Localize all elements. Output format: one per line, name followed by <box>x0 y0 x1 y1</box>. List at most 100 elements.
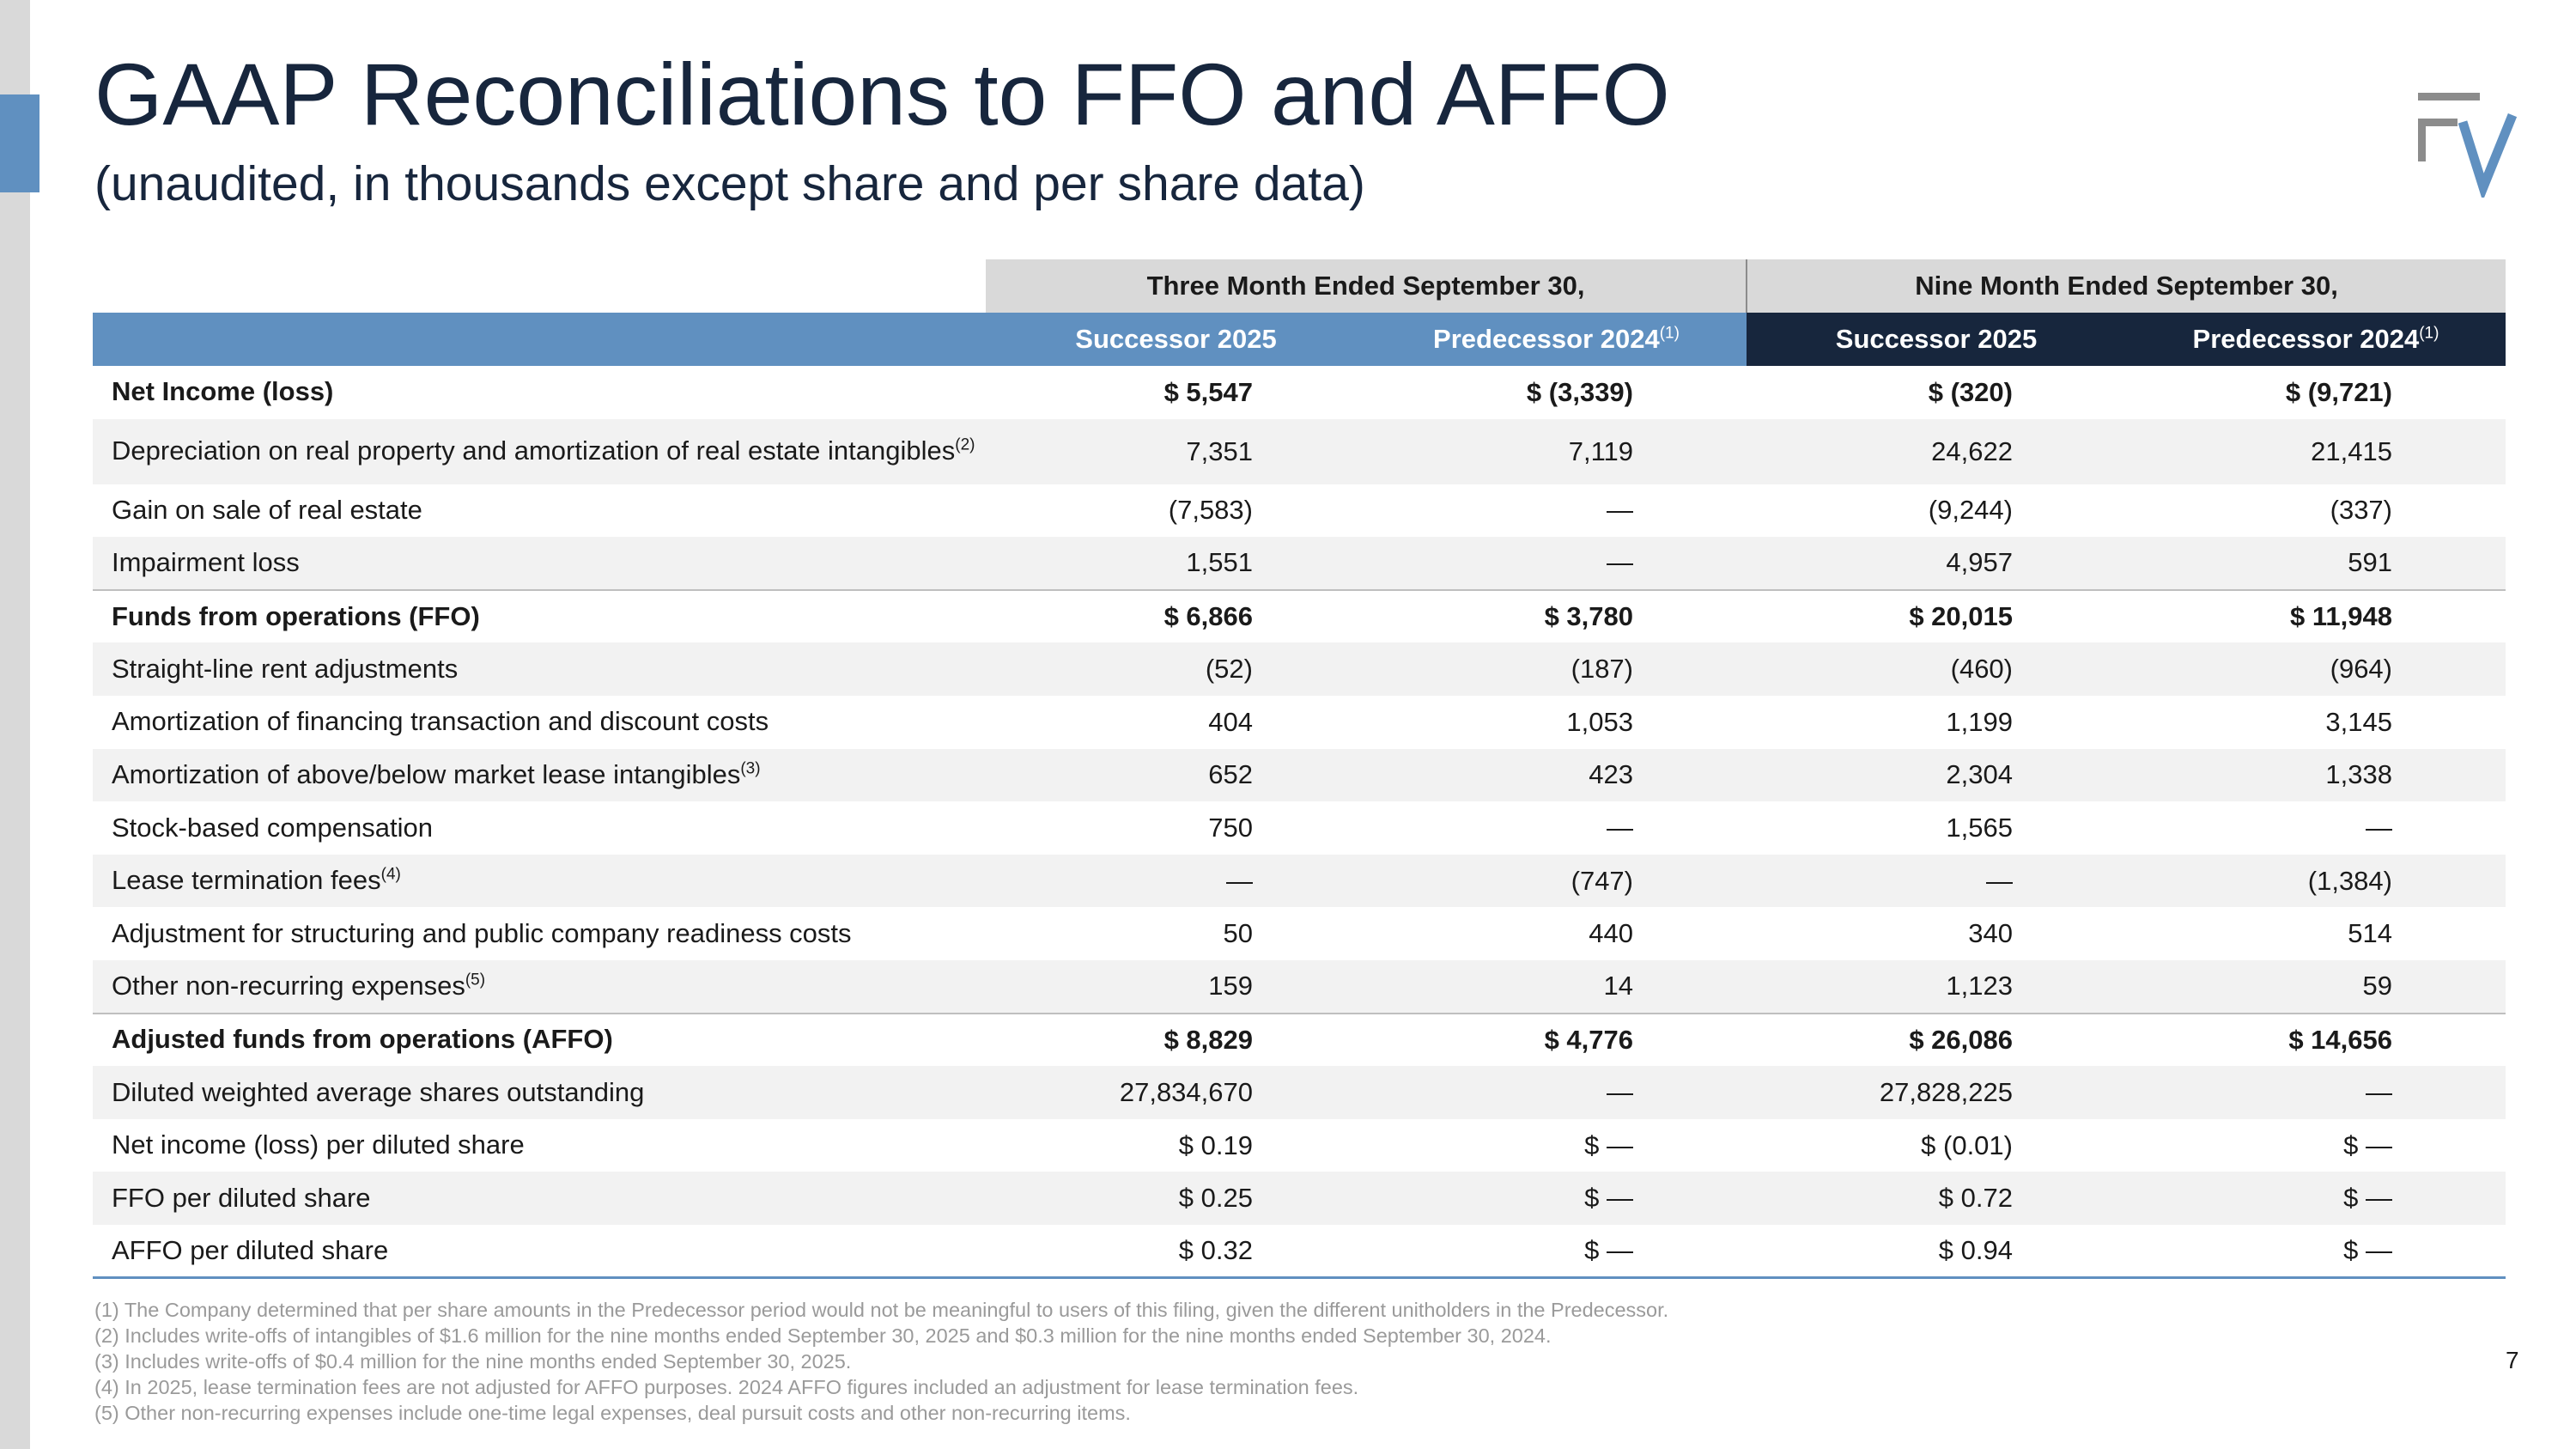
value-cell: $ 14,656 <box>2126 1012 2506 1067</box>
row-label: Depreciation on real property and amorti… <box>93 418 986 484</box>
table-row: Net Income (loss) $ 5,547 $ (3,339) $ (320)… <box>93 366 2506 419</box>
value-cell: 21,415 <box>2126 418 2506 484</box>
row-label: Adjustment for structuring and public co… <box>112 917 852 948</box>
value-cell: (460) <box>1747 642 2126 696</box>
footnote: (5) Other non-recurring expenses include… <box>94 1402 1131 1424</box>
value-cell: — <box>1366 537 1747 590</box>
table-row: Impairment loss 1,551—4,957 591 <box>93 537 2506 590</box>
value-cell: $ 0.72 <box>1747 1172 2126 1225</box>
title-accent-bar <box>0 94 39 192</box>
value-cell: 591 <box>2126 537 2506 590</box>
row-label: Stock-based compensation <box>112 812 433 843</box>
value-cell: $ 6,866 <box>986 588 1366 643</box>
value-cell: $ (0.01) <box>1921 1129 2013 1160</box>
row-label: Amortization of financing transaction an… <box>112 706 769 737</box>
footnote: (2) Includes write-offs of intangibles o… <box>94 1324 1552 1347</box>
value-cell: — <box>1747 854 2126 908</box>
value-cell: $ — <box>1366 1172 1747 1225</box>
table-row: Adjustment for structuring and public co… <box>93 907 2506 960</box>
label-column-header <box>93 313 986 366</box>
value-cell: $ 5,547 <box>1163 376 1253 407</box>
row-label: Diluted weighted average shares outstand… <box>93 1066 986 1119</box>
nine-month-group-header: Nine Month Ended September 30, <box>1747 259 2506 313</box>
value-cell: 14 <box>1366 959 1747 1014</box>
table-row: AFFO per diluted share $ 0.32 $ — $ 0.94 $ — <box>93 1224 2506 1279</box>
value-cell: 2,304 <box>1747 748 2126 802</box>
value-cell: — <box>2126 1066 2506 1119</box>
table-row: Stock-based compensation 750 — 1,565 — <box>93 801 2506 855</box>
table-row: Net income (loss) per diluted share $ 0.1… <box>93 1119 2506 1172</box>
column-header: Predecessor 2024(1) <box>2126 313 2506 366</box>
value-cell: — <box>1366 1066 1747 1119</box>
value-cell: 440 <box>1589 918 1633 949</box>
value-cell: 1,123 <box>1747 959 2126 1014</box>
footnote: (1) The Company determined that per shar… <box>94 1299 1669 1321</box>
row-label: Straight-line rent adjustments <box>93 642 986 696</box>
value-cell: 4,957 <box>1747 537 2126 590</box>
table-row: Gain on sale of real estate (7,583) — (9,24… <box>93 484 2506 538</box>
value-cell: $ (9,721) <box>2285 376 2392 407</box>
value-cell: 7,351 <box>986 418 1366 484</box>
table-row: Funds from operations (FFO) $ 6,866 $ 3,78… <box>93 588 2506 643</box>
row-label: Adjusted funds from operations (AFFO) <box>93 1012 986 1067</box>
value-cell: 514 <box>2348 918 2392 949</box>
value-cell: 652 <box>986 748 1366 802</box>
value-cell: 59 <box>2126 959 2506 1014</box>
value-cell: $ 4,776 <box>1366 1012 1747 1067</box>
value-cell: 1,551 <box>986 537 1366 590</box>
value-cell: $ — <box>2343 1129 2392 1160</box>
value-cell: 24,622 <box>1747 418 2126 484</box>
table-row: Amortization of above/below market lease… <box>93 748 2506 802</box>
value-cell: $ 0.32 <box>986 1224 1366 1279</box>
three-month-group-header: Three Month Ended September 30, <box>986 259 1747 313</box>
column-header: Predecessor 2024(1) <box>1366 313 1747 366</box>
value-cell: 50 <box>1223 918 1253 949</box>
value-cell: $ (320) <box>1928 376 2013 407</box>
page-title: GAAP Reconciliations to FFO and AFFO <box>94 46 1670 143</box>
footnotes: (1) The Company determined that per shar… <box>94 1297 1668 1426</box>
value-cell: 1,338 <box>2126 748 2506 802</box>
left-edge-bar <box>0 0 30 1449</box>
footnote: (3) Includes write-offs of $0.4 million … <box>94 1350 852 1373</box>
value-cell: 404 <box>1208 706 1253 737</box>
column-header: Successor 2025 <box>1747 313 2126 366</box>
row-label: Lease termination fees(4) <box>93 854 986 908</box>
table-row: Depreciation on real property and amorti… <box>93 418 2506 484</box>
value-cell: $ (3,339) <box>1526 376 1633 407</box>
row-label: Net income (loss) per diluted share <box>112 1129 525 1160</box>
table-row: Diluted weighted average shares outstand… <box>93 1066 2506 1119</box>
value-cell: (187) <box>1366 642 1747 696</box>
row-label: Funds from operations (FFO) <box>93 588 986 643</box>
value-cell: 3,145 <box>2325 706 2392 737</box>
table-row: Lease termination fees(4) — (747) — (1,384) <box>93 854 2506 908</box>
value-cell: 340 <box>1968 918 2013 949</box>
value-cell: $ 20,015 <box>1747 588 2126 643</box>
value-cell: $ 26,086 <box>1747 1012 2126 1067</box>
row-label: AFFO per diluted share <box>93 1224 986 1279</box>
page-subtitle: (unaudited, in thousands except share an… <box>94 156 1365 211</box>
value-cell: 159 <box>986 959 1366 1014</box>
value-cell: — <box>1607 495 1633 526</box>
row-label: FFO per diluted share <box>93 1172 986 1225</box>
value-cell: $ 0.19 <box>1178 1129 1253 1160</box>
value-cell: (1,384) <box>2126 854 2506 908</box>
value-cell: $ — <box>1584 1129 1633 1160</box>
period-group-header-row: Three Month Ended September 30, Nine Mon… <box>93 259 2506 313</box>
value-cell: (337) <box>2330 495 2392 526</box>
row-label: Net Income (loss) <box>112 376 334 407</box>
row-label: Amortization of above/below market lease… <box>93 748 986 802</box>
header-spacer <box>93 259 986 313</box>
value-cell: — <box>1607 812 1633 843</box>
row-label: Gain on sale of real estate <box>112 495 422 526</box>
column-header: Successor 2025 <box>986 313 1366 366</box>
value-cell: 1,565 <box>1946 812 2013 843</box>
value-cell: — <box>986 854 1366 908</box>
footnote: (4) In 2025, lease termination fees are … <box>94 1376 1359 1398</box>
value-cell: 27,828,225 <box>1747 1066 2126 1119</box>
value-cell: $ — <box>1366 1224 1747 1279</box>
value-cell: 1,053 <box>1566 706 1633 737</box>
value-cell: (747) <box>1366 854 1747 908</box>
reconciliation-table: Three Month Ended September 30, Nine Mon… <box>93 259 2506 1279</box>
value-cell: 27,834,670 <box>986 1066 1366 1119</box>
table-row: FFO per diluted share $ 0.25 $ — $ 0.72 $ — <box>93 1172 2506 1225</box>
